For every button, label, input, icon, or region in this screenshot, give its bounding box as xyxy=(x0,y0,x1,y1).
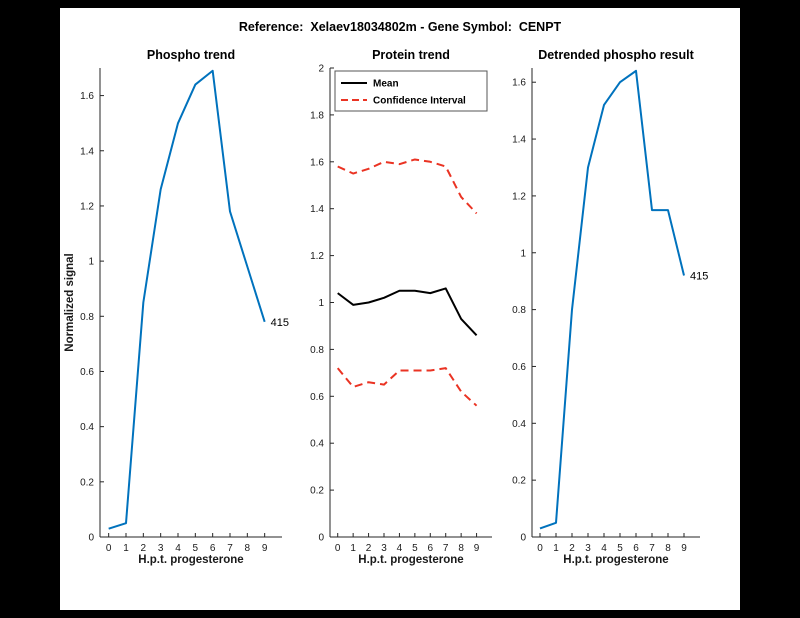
y-tick-label: 1.2 xyxy=(80,201,94,212)
x-tick-label: 4 xyxy=(601,543,607,554)
detrended-phospho-chart: 0 1 2 3 4 5 6 7 8 900.20.40.60.811.21.41.6Detrend… xyxy=(512,48,708,566)
x-tick-label: 0 xyxy=(335,543,341,554)
series-detrended-phospho-signal xyxy=(539,69,685,530)
phospho-trend-chart: 0 1 2 3 4 5 6 7 8 900.20.40.60.811.21.41.6Phospho… xyxy=(64,48,289,566)
x-tick-label: 8 xyxy=(245,543,251,554)
x-tick-label: 3 xyxy=(381,543,387,554)
x-tick-label: 0 xyxy=(106,543,112,554)
y-tick-label: 1.4 xyxy=(512,135,526,146)
y-tick-label: 1.4 xyxy=(80,146,94,157)
y-tick-label: 1.6 xyxy=(310,157,324,168)
legend-box xyxy=(334,70,488,112)
x-tick-label: 5 xyxy=(617,543,623,554)
x-tick-label: 9 xyxy=(681,543,687,554)
x-tick-label: 6 xyxy=(210,543,216,554)
x-tick-label: 1 xyxy=(350,543,356,554)
y-tick-label: 1.2 xyxy=(310,251,324,262)
subplot-title: Phospho trend xyxy=(147,48,235,62)
x-tick-label: 3 xyxy=(158,543,164,554)
x-tick-label: 2 xyxy=(141,543,147,554)
x-tick-label: 0 xyxy=(537,543,543,554)
y-tick-label: 0 xyxy=(318,533,324,544)
legend-entry-label: Confidence Interval xyxy=(373,96,466,107)
x-tick-label: 5 xyxy=(412,543,418,554)
y-tick-label: 1 xyxy=(318,298,324,309)
x-axis-label: H.p.t. progesterone xyxy=(138,554,243,566)
y-tick-label: 0 xyxy=(88,533,94,544)
y-tick-label: 0.4 xyxy=(80,422,94,433)
y-tick-label: 0.8 xyxy=(80,312,94,323)
series-confidence-interval-lower xyxy=(336,367,478,407)
y-tick-label: 0.4 xyxy=(310,439,324,450)
point-annotation: 415 xyxy=(271,317,289,329)
y-tick-label: 0.2 xyxy=(310,486,324,497)
legend-entry-label: Mean xyxy=(373,79,399,90)
figure-background: Reference: Xelaev18034802m - Gene Symbol… xyxy=(60,8,740,610)
y-tick-label: 0.8 xyxy=(310,345,324,356)
figure-title: Reference: Xelaev18034802m - Gene Symbol… xyxy=(238,20,562,34)
y-tick-label: 0.6 xyxy=(310,392,324,403)
subplot-title: Detrended phospho result xyxy=(538,48,694,62)
y-tick-label: 0.2 xyxy=(80,477,94,488)
y-tick-label: 0.6 xyxy=(80,367,94,378)
subplot-title: Protein trend xyxy=(372,48,450,62)
y-tick-label: 1.6 xyxy=(512,78,526,89)
series-mean xyxy=(337,287,478,337)
x-tick-label: 2 xyxy=(569,543,575,554)
x-tick-label: 1 xyxy=(553,543,559,554)
x-axis-label: H.p.t. progesterone xyxy=(563,554,668,566)
y-tick-label: 2 xyxy=(318,64,324,75)
y-tick-label: 1.6 xyxy=(80,91,94,102)
x-tick-label: 9 xyxy=(474,543,480,554)
y-axis-label: Normalized signal xyxy=(64,253,76,351)
y-tick-label: 0.8 xyxy=(512,305,526,316)
x-tick-label: 7 xyxy=(443,543,449,554)
x-tick-label: 2 xyxy=(366,543,372,554)
x-tick-label: 3 xyxy=(585,543,591,554)
x-tick-label: 8 xyxy=(458,543,464,554)
y-tick-label: 1.8 xyxy=(310,110,324,121)
y-tick-label: 0 xyxy=(520,533,526,544)
y-tick-label: 0.6 xyxy=(512,362,526,373)
x-tick-label: 4 xyxy=(175,543,181,554)
x-tick-label: 7 xyxy=(227,543,233,554)
series-confidence-interval-upper xyxy=(337,158,478,215)
x-tick-label: 9 xyxy=(262,543,268,554)
y-tick-label: 1.4 xyxy=(310,204,324,215)
x-tick-label: 8 xyxy=(665,543,671,554)
x-axis-label: H.p.t. progesterone xyxy=(358,554,463,566)
x-tick-label: 4 xyxy=(397,543,403,554)
x-tick-label: 1 xyxy=(123,543,129,554)
y-tick-label: 1 xyxy=(520,248,526,259)
x-tick-label: 6 xyxy=(428,543,434,554)
x-tick-label: 6 xyxy=(633,543,639,554)
x-tick-label: 5 xyxy=(193,543,199,554)
y-tick-label: 1 xyxy=(88,257,94,268)
y-tick-label: 1.2 xyxy=(512,191,526,202)
point-annotation: 415 xyxy=(690,270,708,282)
protein-trend-chart: 0 1 2 3 4 5 6 7 8 900.20.40.60.811.21.41.61.82Pro… xyxy=(310,48,492,566)
y-tick-label: 0.2 xyxy=(512,476,526,487)
series-phospho-signal xyxy=(108,69,266,530)
x-tick-label: 7 xyxy=(649,543,655,554)
y-tick-label: 0.4 xyxy=(512,419,526,430)
